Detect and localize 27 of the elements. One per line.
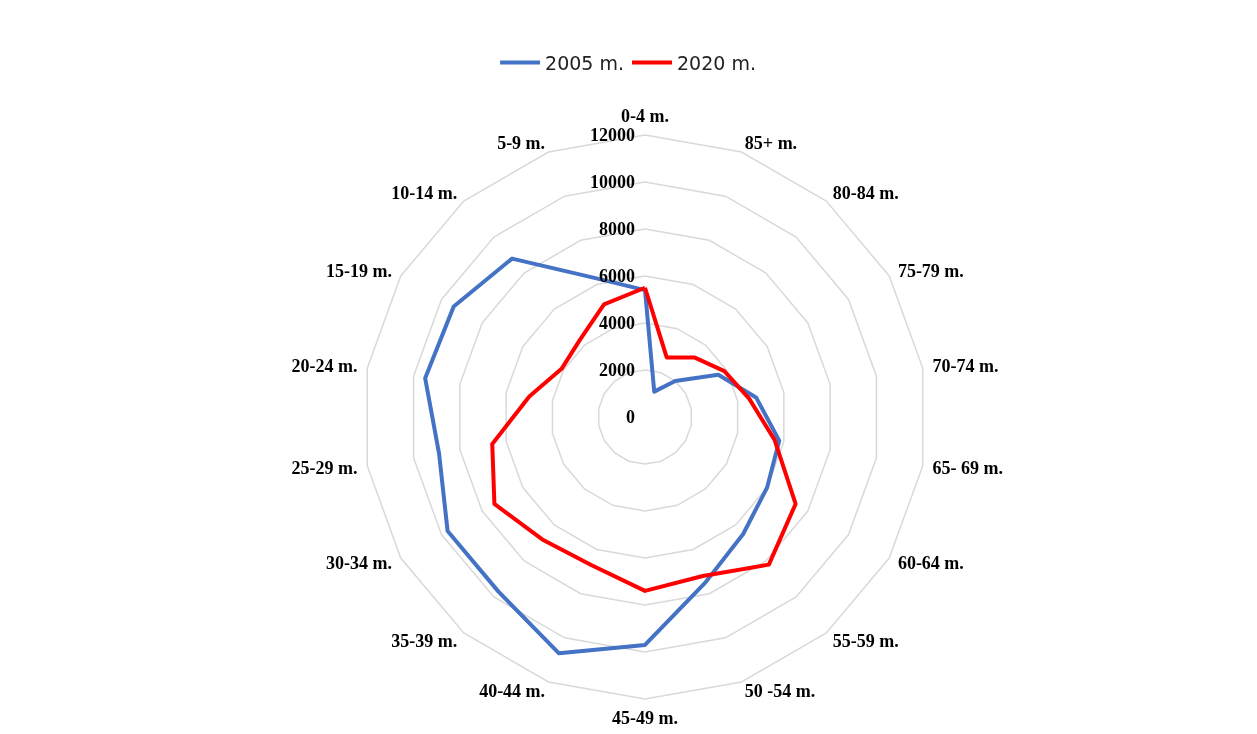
spoke-label: 15-19 m. [326, 261, 393, 281]
legend-label: 2005 m. [545, 51, 625, 74]
spoke-label: 55-59 m. [832, 630, 899, 651]
spoke-label: 50 -54 m. [744, 681, 816, 702]
y-tick-label: 6000 [599, 266, 635, 286]
spoke-label: 60-64 m. [897, 553, 964, 573]
spoke-label: 75-79 m. [897, 261, 964, 281]
spoke-label: 65- 69 m. [932, 457, 1004, 478]
spoke-label: 0-4 m. [621, 106, 669, 126]
spoke-label: 25-29 m. [291, 457, 358, 478]
spoke-label: 40-44 m. [479, 681, 546, 702]
legend-label: 2020 m. [677, 51, 756, 74]
y-tick-label: 12000 [590, 125, 635, 145]
spoke-label: 10-14 m. [391, 183, 458, 204]
y-tick-label: 10000 [590, 172, 635, 192]
y-tick-label: 8000 [599, 219, 635, 239]
y-tick-label: 2000 [599, 360, 635, 380]
spoke-label: 30-34 m. [326, 553, 393, 573]
y-tick-label: 0 [626, 407, 635, 427]
spoke-label: 80-84 m. [832, 183, 899, 204]
spoke-label: 20-24 m. [291, 356, 358, 377]
spoke-label: 45-49 m. [612, 708, 678, 728]
spoke-label: 5-9 m. [497, 132, 546, 153]
spoke-label: 85+ m. [744, 132, 798, 153]
y-tick-label: 4000 [599, 313, 635, 333]
spoke-label: 35-39 m. [391, 630, 458, 651]
spoke-label: 70-74 m. [932, 356, 999, 377]
